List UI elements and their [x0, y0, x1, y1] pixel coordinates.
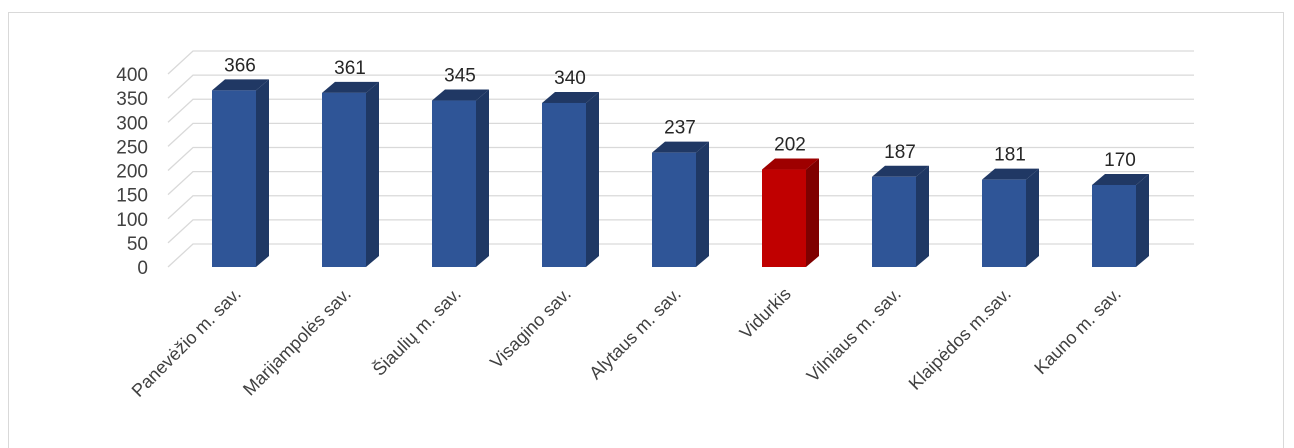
data-label: 345: [444, 66, 476, 87]
y-tick-label: 150: [116, 186, 148, 207]
bar-front: [1092, 184, 1136, 267]
bar-front: [212, 90, 256, 267]
bar-2: [322, 81, 379, 267]
bar-side: [806, 158, 819, 267]
bar-side: [366, 81, 379, 267]
bar-top: [322, 81, 379, 93]
x-tick-label: Vilniaus m. sav.: [803, 284, 905, 386]
x-tick-label: Visagino sav.: [486, 284, 575, 373]
bar-top: [1092, 173, 1149, 185]
y-tick-label: 0: [137, 258, 148, 279]
gridline-300: [167, 98, 1194, 123]
bar-side: [696, 141, 709, 267]
bar-side: [586, 91, 599, 267]
gridlines: [167, 50, 1194, 268]
y-tick-label: 50: [127, 234, 148, 255]
data-label: 237: [664, 118, 696, 139]
gridline-400: [167, 50, 1194, 75]
bar-top: [762, 158, 819, 170]
bar-8: [982, 168, 1039, 267]
gridline-150: [167, 170, 1194, 196]
bar-top: [652, 141, 709, 153]
x-axis-labels: Panevėžio m. sav.Marijampolės sav. Šiauli…: [128, 283, 1125, 401]
gridline-250: [167, 122, 1194, 147]
y-axis-ticks: 0 50 100 150 200 250 300 350 400: [116, 65, 148, 279]
bar-front: [762, 169, 806, 267]
bar-side: [1026, 168, 1039, 267]
x-tick-label: Šiaulių m. sav.: [368, 283, 465, 380]
bar-4: [542, 91, 599, 267]
data-labels: 366 361 345 340 237 202 187 181 170: [224, 55, 1136, 171]
bar-front: [652, 152, 696, 267]
bar-front: [872, 176, 916, 267]
bar-side: [476, 89, 489, 267]
bar-front: [542, 102, 586, 267]
bar-9: [1092, 173, 1149, 267]
bar-top: [542, 91, 599, 103]
data-label: 181: [994, 145, 1026, 166]
bar-side: [916, 165, 929, 267]
data-label: 170: [1104, 150, 1136, 171]
data-label: 187: [884, 142, 916, 163]
x-tick-label: Alytaus m. sav.: [585, 284, 684, 383]
bar-6: [762, 158, 819, 267]
bar-top: [432, 89, 489, 101]
x-tick-label: Panevėžio m. sav.: [128, 284, 245, 401]
bar-top: [872, 165, 929, 177]
bar-1: [212, 79, 269, 267]
data-label: 340: [554, 68, 586, 89]
y-tick-label: 400: [116, 65, 148, 86]
bar-front: [432, 100, 476, 267]
y-tick-label: 350: [116, 89, 148, 110]
x-tick-label: Marijampolės sav.: [239, 284, 355, 400]
y-tick-label: 250: [116, 137, 148, 158]
x-tick-label: Kauno m. sav.: [1030, 284, 1125, 379]
bar-5: [652, 141, 709, 267]
x-tick-label: Vidurkis: [736, 284, 795, 343]
bars: [212, 79, 1149, 267]
y-tick-label: 200: [116, 162, 148, 183]
data-label: 366: [224, 55, 256, 76]
y-tick-label: 300: [116, 113, 148, 134]
bar-side: [256, 79, 269, 267]
x-tick-label: Klaipėdos m.sav.: [905, 284, 1015, 394]
data-label: 361: [334, 58, 366, 79]
bar-7: [872, 165, 929, 267]
gridline-50: [167, 219, 1194, 244]
gridline-200: [167, 146, 1194, 171]
bar-front: [322, 92, 366, 267]
bar-top: [982, 168, 1039, 180]
bar-top: [212, 79, 269, 91]
gridline-350: [167, 74, 1194, 99]
bar-front: [982, 179, 1026, 267]
gridline-100: [167, 195, 1194, 220]
data-label: 202: [774, 135, 806, 156]
bar-side: [1136, 173, 1149, 267]
y-tick-label: 100: [116, 210, 148, 231]
gridline-0: [167, 243, 1194, 268]
bar-3: [432, 89, 489, 267]
